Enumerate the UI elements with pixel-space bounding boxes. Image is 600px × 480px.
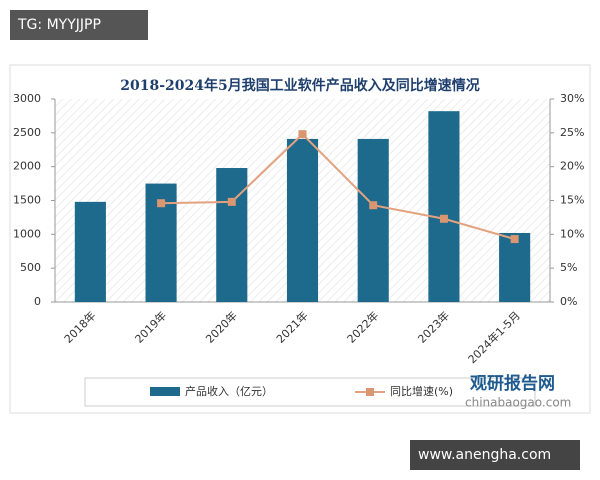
- line-marker: [227, 197, 236, 206]
- y2-tick-label: 0%: [560, 295, 577, 308]
- line-marker: [298, 130, 307, 139]
- y2-tick-label: 30%: [560, 92, 584, 105]
- y-tick-label: 1000: [13, 227, 41, 240]
- bar: [74, 201, 106, 302]
- watermark-box: [10, 10, 148, 40]
- source-logo: 观研报告网: [469, 373, 555, 394]
- chart-title: 2018-2024年5月我国工业软件产品收入及同比增速情况: [120, 77, 479, 94]
- y-tick-label: 2500: [13, 126, 41, 139]
- bar: [428, 111, 460, 303]
- legend-swatch: [150, 387, 180, 396]
- legend-swatch: [366, 388, 374, 396]
- y2-tick-label: 10%: [560, 227, 584, 240]
- bar: [216, 168, 248, 302]
- legend-label: 产品收入（亿元）: [185, 384, 273, 398]
- y2-tick-label: 20%: [560, 160, 584, 173]
- source-url: chinabaogao.com: [465, 396, 571, 410]
- y2-tick-label: 15%: [560, 194, 584, 207]
- bar: [357, 138, 389, 302]
- watermark: www.anengha.com: [418, 447, 551, 463]
- line-marker: [369, 201, 378, 210]
- bar: [499, 232, 531, 302]
- y-tick-label: 3000: [13, 92, 41, 105]
- line-marker: [439, 214, 448, 223]
- y2-tick-label: 25%: [560, 126, 584, 139]
- line-marker: [510, 235, 519, 244]
- bar: [286, 138, 319, 302]
- y-tick-label: 2000: [13, 160, 41, 173]
- legend-label: 同比增速(%): [390, 384, 453, 398]
- y2-tick-label: 5%: [560, 261, 577, 274]
- y-tick-label: 1500: [13, 194, 41, 207]
- line-marker: [157, 199, 166, 208]
- watermark: TG: MYYJJPP: [17, 17, 101, 33]
- watermark-box: [410, 440, 580, 470]
- y-tick-label: 500: [20, 261, 41, 274]
- y-tick-label: 0: [34, 295, 41, 308]
- line: [161, 132, 515, 241]
